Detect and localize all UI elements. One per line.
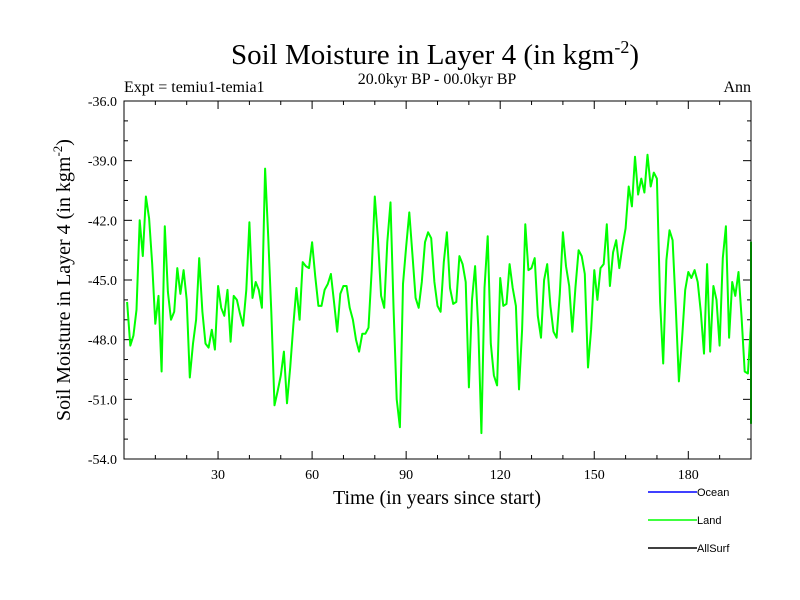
y-tick-label: -48.0 <box>88 334 117 349</box>
x-tick-label: 60 <box>305 468 319 483</box>
legend-label-allsurf: AllSurf <box>697 543 730 555</box>
legend-label-land: Land <box>697 515 721 527</box>
legend: Ocean Land AllSurf <box>648 487 730 555</box>
y-tick-label: -54.0 <box>88 453 117 468</box>
x-axis-label: Time (in years since start) <box>333 487 541 509</box>
axis-ticks <box>124 100 751 460</box>
x-tick-label: 30 <box>211 468 225 483</box>
y-tick-label: -36.0 <box>88 95 117 110</box>
y-tick-label: -42.0 <box>88 214 117 229</box>
chart-title: Soil Moisture in Layer 4 (in kgm-2) <box>231 37 639 71</box>
experiment-label: Expt = temiu1-temia1 <box>124 79 265 96</box>
y-tick-label: -45.0 <box>88 274 117 289</box>
y-tick-label: -39.0 <box>88 155 117 170</box>
x-tick-label: 180 <box>678 468 699 483</box>
x-tick-label: 150 <box>584 468 605 483</box>
legend-label-ocean: Ocean <box>697 487 729 499</box>
plot-frame <box>123 100 752 460</box>
season-label: Ann <box>723 79 751 96</box>
y-tick-label: -51.0 <box>88 393 117 408</box>
tick-labels: 30 60 90 120 150 180 -54.0 -51.0 -48.0 -45.0 -42.0… <box>88 95 699 483</box>
y-axis-label: Soil Moisture in Layer 4 (in kgm-2) <box>50 139 75 421</box>
x-tick-label: 120 <box>490 468 511 483</box>
series-line-land <box>126 153 752 435</box>
period-label: 20.0kyr BP - 00.0kyr BP <box>358 71 517 88</box>
x-tick-label: 90 <box>399 468 413 483</box>
